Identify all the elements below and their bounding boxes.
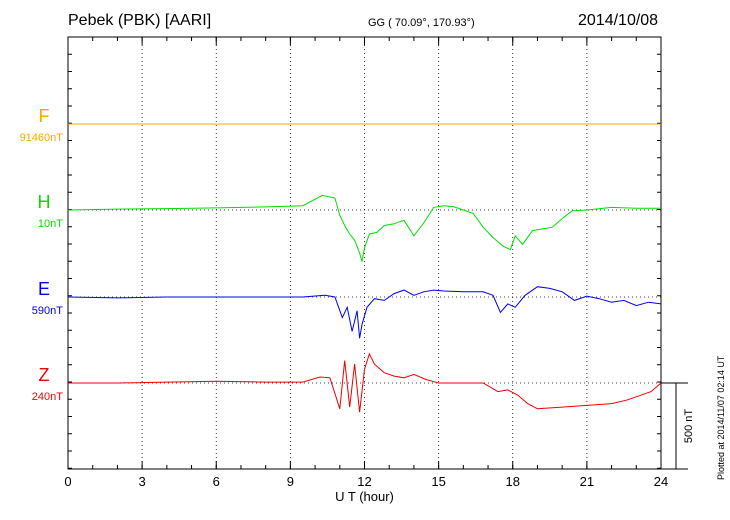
series-line-z bbox=[68, 352, 662, 413]
series-label-f: F bbox=[39, 106, 50, 126]
scale-bar-label: 500 nT bbox=[683, 409, 695, 444]
x-tick-label: 0 bbox=[64, 474, 71, 489]
series-label-h: H bbox=[38, 192, 51, 212]
x-tick-label: 6 bbox=[213, 474, 220, 489]
series-line-h bbox=[67, 194, 661, 262]
series-baseline-value-e: 590nT bbox=[32, 305, 63, 317]
x-tick-label: 9 bbox=[287, 474, 294, 489]
x-tick-label: 18 bbox=[506, 474, 520, 489]
plotted-timestamp: Plotted at 2014/11/07 02:14 UT bbox=[716, 355, 726, 480]
x-tick-label: 3 bbox=[139, 474, 146, 489]
chart-date: 2014/10/08 bbox=[578, 12, 659, 29]
station-title: Pebek (PBK) [AARI] bbox=[68, 12, 212, 29]
x-axis-label: U T (hour) bbox=[335, 489, 394, 504]
x-tick-label: 24 bbox=[654, 474, 668, 489]
series-baseline-value-h: 10nT bbox=[38, 218, 63, 230]
series-label-z: Z bbox=[39, 365, 50, 385]
series-label-e: E bbox=[38, 279, 50, 299]
series-baseline-value-z: 240nT bbox=[32, 391, 63, 403]
x-tick-label: 15 bbox=[431, 474, 445, 489]
series-baseline-value-f: 91460nT bbox=[20, 132, 64, 144]
series-line-e bbox=[67, 286, 662, 339]
x-tick-label: 12 bbox=[357, 474, 371, 489]
x-tick-label: 21 bbox=[580, 474, 594, 489]
geographic-coordinates: GG ( 70.09°, 170.93°) bbox=[368, 17, 475, 29]
